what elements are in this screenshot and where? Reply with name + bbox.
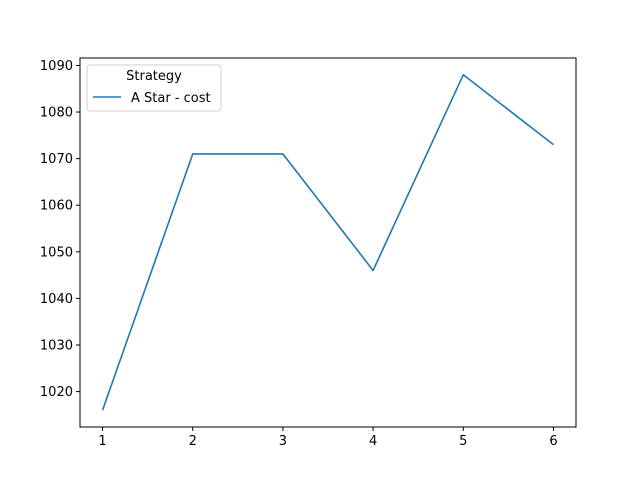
x-tick-label: 6: [549, 434, 557, 449]
y-tick-label: 1020: [40, 385, 73, 400]
x-tick-label: 1: [98, 434, 106, 449]
x-tick-label: 3: [279, 434, 287, 449]
y-tick-label: 1050: [40, 245, 73, 260]
legend-title: Strategy: [126, 69, 182, 84]
y-tick-label: 1040: [40, 292, 73, 307]
series-line-0: [101, 73, 554, 411]
data-series: [101, 73, 554, 411]
y-tick-label: 1030: [40, 339, 73, 354]
y-tick-label: 1060: [40, 199, 73, 214]
legend-box: [86, 64, 222, 112]
legend: Strategy A Star - cost: [86, 64, 222, 112]
y-tick-label: 1070: [40, 152, 73, 167]
y-tick-label: 1080: [40, 106, 73, 121]
legend-entry-label: A Star - cost: [131, 91, 211, 106]
x-tick-label: 4: [369, 434, 377, 449]
x-tick-label: 5: [459, 434, 467, 449]
plot-frame: [79, 57, 577, 428]
axis-ticks: 1 2 3 4 5 6 1020 1030 1040 1050 1060 1070 1080 1090: [40, 59, 558, 449]
x-tick-label: 2: [189, 434, 197, 449]
y-tick-label: 1090: [40, 59, 73, 74]
